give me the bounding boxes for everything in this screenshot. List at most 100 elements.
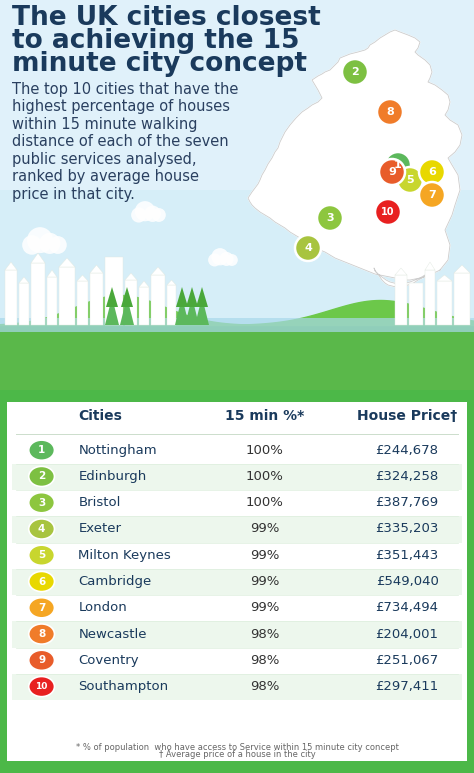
Bar [409,283,423,325]
Circle shape [135,201,155,221]
Circle shape [397,167,423,193]
Text: 10: 10 [36,682,48,691]
Bar [12,621,462,648]
Polygon shape [125,273,137,280]
Circle shape [29,492,55,512]
Circle shape [29,598,55,618]
Bar [425,270,435,325]
Bar [0,0,474,190]
Bar [12,648,462,674]
Text: Coventry: Coventry [78,654,139,667]
Text: £549,040: £549,040 [376,575,438,588]
Bar [90,273,103,325]
Circle shape [29,466,55,486]
Circle shape [29,545,55,565]
Text: 1: 1 [38,445,45,455]
Text: 6: 6 [428,167,436,177]
Text: Cities: Cities [78,409,122,423]
Text: minute city concept: minute city concept [12,51,307,77]
Bar [12,569,462,595]
Text: 10: 10 [381,207,395,217]
Circle shape [29,650,55,670]
Bar [31,263,45,325]
Polygon shape [176,287,188,307]
Bar [125,280,137,325]
Text: Edinburgh: Edinburgh [78,470,146,483]
Polygon shape [425,262,435,270]
Polygon shape [59,258,75,267]
Text: 98%: 98% [250,628,279,641]
Circle shape [295,235,321,261]
Text: 98%: 98% [250,654,279,667]
Circle shape [22,235,42,255]
Bar [105,257,123,325]
Polygon shape [31,253,45,263]
Text: 9: 9 [38,656,45,666]
Text: 2: 2 [351,67,359,77]
Text: 100%: 100% [246,444,283,457]
Bar [437,281,452,325]
Text: 99%: 99% [250,549,279,562]
Text: £335,203: £335,203 [375,523,439,536]
Polygon shape [19,277,29,283]
Circle shape [385,152,411,178]
Text: highest percentage of houses: highest percentage of houses [12,100,230,114]
Text: £734,494: £734,494 [375,601,438,615]
Circle shape [29,624,55,644]
Text: price in that city.: price in that city. [12,187,135,202]
Text: 8: 8 [386,107,394,117]
Text: 99%: 99% [250,523,279,536]
Circle shape [379,159,405,185]
Bar [454,273,470,325]
Polygon shape [186,287,198,307]
Circle shape [29,571,55,591]
Bar [12,490,462,516]
FancyBboxPatch shape [0,395,474,768]
Text: 98%: 98% [250,680,279,693]
Text: Cambridge: Cambridge [78,575,152,588]
Polygon shape [120,297,134,325]
Circle shape [419,159,445,185]
Bar [12,595,462,621]
Polygon shape [105,297,119,325]
Text: 15 min %*: 15 min %* [225,409,304,423]
Circle shape [29,676,55,696]
Text: 3: 3 [326,213,334,223]
Bar [0,325,474,390]
Text: public services analysed,: public services analysed, [12,152,197,167]
Text: 6: 6 [38,577,45,587]
Text: £324,258: £324,258 [375,470,439,483]
Text: to achieving the 15: to achieving the 15 [12,28,300,54]
Bar [12,438,462,464]
Circle shape [317,205,343,231]
Text: Bristol: Bristol [78,496,121,509]
Bar [77,281,88,325]
Circle shape [208,254,221,267]
Circle shape [29,519,55,539]
Text: The UK cities closest: The UK cities closest [12,5,321,31]
Text: 1: 1 [394,160,402,170]
Bar [12,516,462,543]
Polygon shape [139,281,149,287]
Text: 4: 4 [304,243,312,253]
Text: Exeter: Exeter [78,523,121,536]
Text: 100%: 100% [246,496,283,509]
Circle shape [152,208,166,222]
Polygon shape [248,30,462,287]
Text: Southampton: Southampton [78,680,168,693]
Polygon shape [77,275,88,281]
Circle shape [29,440,55,460]
Bar [19,283,29,325]
Circle shape [342,59,368,85]
Text: £387,769: £387,769 [375,496,438,509]
Text: Milton Keynes: Milton Keynes [78,549,171,562]
Bar [139,287,149,325]
Circle shape [419,182,445,208]
Polygon shape [196,287,208,307]
Circle shape [219,252,234,266]
Text: £351,443: £351,443 [375,549,439,562]
Circle shape [131,207,146,223]
Text: House Price†: House Price† [357,409,457,423]
Text: 99%: 99% [250,575,279,588]
Circle shape [145,206,161,222]
